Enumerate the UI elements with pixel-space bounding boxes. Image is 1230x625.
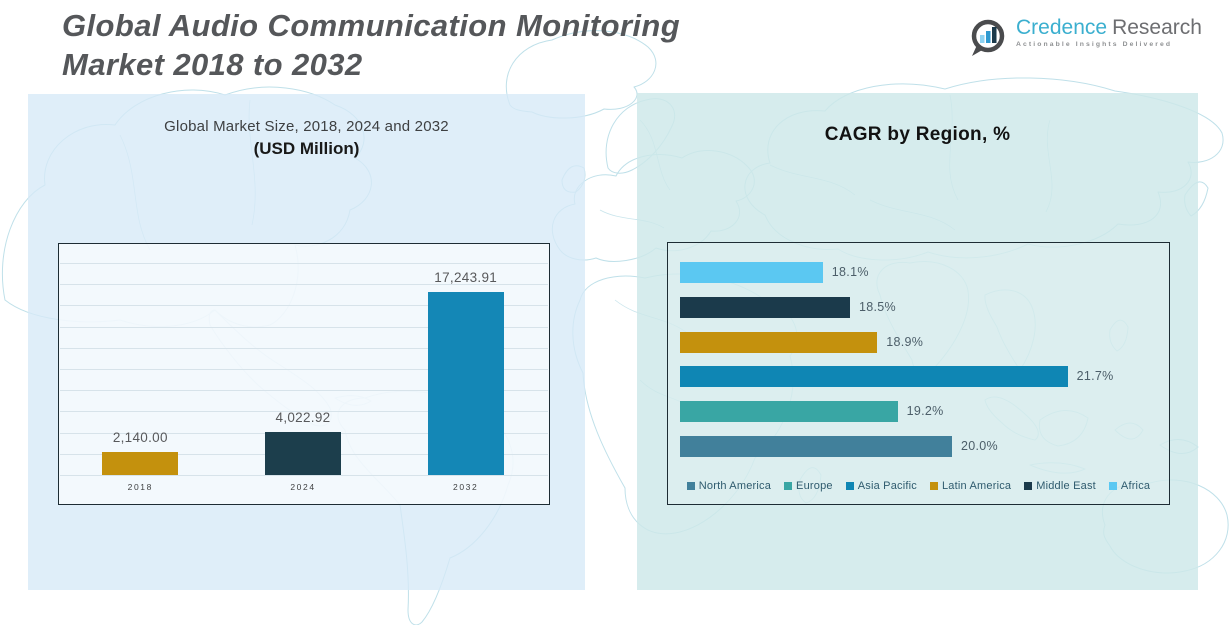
page-title-line2: Market 2018 to 2032	[62, 47, 363, 82]
bar-value-label: 2,140.00	[112, 430, 168, 446]
legend-label: North America	[698, 480, 772, 492]
bar-2024	[265, 432, 341, 475]
bar-europe	[680, 401, 898, 423]
legend-swatch	[1108, 482, 1117, 490]
bar-value-label: 21.7%	[1076, 369, 1114, 384]
legend-swatch	[1024, 482, 1033, 490]
gridline	[60, 390, 548, 392]
legend-swatch	[929, 482, 938, 490]
bar-middle-east	[680, 296, 850, 318]
gridline	[60, 369, 548, 370]
brand-logo: Credence Research Actionable Insights Del…	[966, 16, 1202, 58]
brand-name-primary: Credence	[1016, 16, 1108, 39]
bar-value-label: 19.2%	[906, 404, 944, 419]
legend-label: Asia Pacific	[857, 480, 917, 492]
gridline	[60, 411, 548, 413]
bar-asia-pacific	[680, 366, 1068, 388]
bar-value-label: 18.1%	[831, 265, 869, 279]
gridline	[60, 263, 548, 264]
bar-value-label: 18.9%	[886, 334, 924, 349]
brand-tagline: Actionable Insights Delivered	[1016, 41, 1173, 48]
gridline	[60, 326, 548, 328]
legend-item-latin-america: Latin America	[929, 480, 1012, 492]
legend-swatch	[784, 482, 793, 490]
brand-name-secondary: Research	[1112, 16, 1202, 39]
cagr-chart-title: CAGR by Region, %	[824, 124, 1011, 145]
gridline	[60, 347, 548, 349]
legend-item-north-america: North America	[686, 480, 772, 492]
bar-value-label: 20.0%	[961, 439, 998, 453]
axis-category-label: 2024	[290, 482, 316, 492]
bar-2018	[102, 452, 179, 475]
legend-item-africa: Africa	[1108, 480, 1151, 492]
legend-label: Africa	[1120, 480, 1151, 492]
legend-item-middle-east: Middle East	[1024, 480, 1096, 492]
bar-latin-america	[680, 331, 878, 353]
cagr-chart: 18.1% 18.5% 18.9% 21.7% 19.2% 20.0% North Ame…	[667, 242, 1170, 505]
axis-category-label: 2018	[127, 482, 153, 492]
market-size-chart: 2,140.00 2018 4,022.92 2024 17,243.91 2032	[58, 243, 550, 505]
bar-2032	[427, 292, 504, 475]
cagr-plot: 18.1% 18.5% 18.9% 21.7% 19.2% 20.0%	[668, 243, 1169, 504]
axis-category-label: 2032	[453, 482, 479, 492]
legend-swatch	[845, 482, 854, 490]
gridline	[60, 475, 548, 476]
market-size-chart-subtitle: (USD Million)	[253, 139, 360, 158]
gridline	[60, 284, 548, 286]
bar-value-label: 17,243.91	[434, 270, 498, 286]
page-title-line1: Global Audio Communication Monitoring	[62, 8, 681, 43]
cagr-panel: CAGR by Region, % 18.1% 18.5% 18.9% 21.7% 19…	[637, 93, 1198, 590]
cagr-legend: North America Europe Asia Pacific Latin Ame…	[668, 480, 1169, 492]
legend-label: Europe	[796, 480, 833, 492]
page-title: Global Audio Communication Monitoring Ma…	[62, 6, 680, 84]
bar-value-label: 4,022.92	[275, 410, 331, 426]
brand-text: Credence Research Actionable Insights Del…	[1016, 16, 1202, 48]
legend-label: Latin America	[941, 480, 1012, 492]
gridline	[60, 305, 548, 307]
bar-value-label: 18.5%	[859, 299, 896, 314]
legend-item-asia-pacific: Asia Pacific	[845, 480, 917, 492]
market-size-chart-title: Global Market Size, 2018, 2024 and 2032	[164, 118, 449, 135]
legend-swatch	[686, 482, 695, 490]
legend-item-europe: Europe	[784, 480, 833, 492]
bar-chart-bubble-icon	[971, 19, 1005, 56]
market-size-panel: Global Market Size, 2018, 2024 and 2032 …	[28, 94, 585, 590]
legend-label: Middle East	[1036, 480, 1096, 492]
brand-name: Credence Research	[1016, 16, 1202, 40]
market-size-plot: 2,140.00 2018 4,022.92 2024 17,243.91 2032	[59, 244, 549, 504]
bar-africa	[680, 262, 823, 283]
bar-north-america	[680, 436, 952, 457]
